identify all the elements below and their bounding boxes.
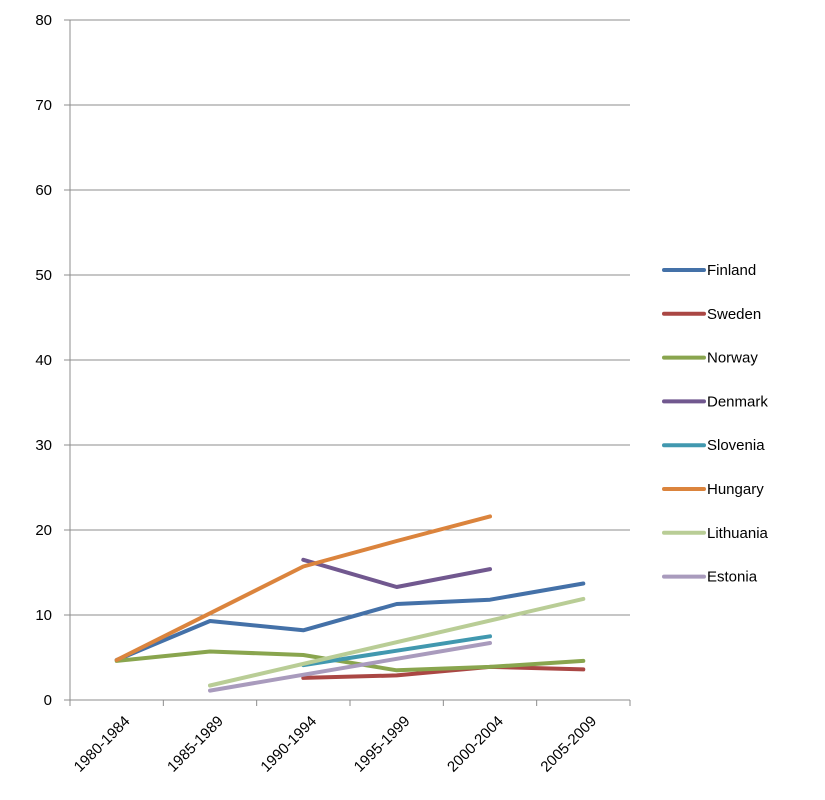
x-tick-label: 2005-2009	[537, 713, 600, 776]
y-tick-label: 50	[35, 267, 52, 284]
gridlines	[70, 19, 630, 616]
legend-label-slovenia: Slovenia	[707, 437, 765, 454]
series-line-estonia	[208, 641, 492, 693]
legend-label-finland: Finland	[707, 262, 756, 279]
x-tick-label: 1985-1989	[164, 713, 227, 776]
legend-label-sweden: Sweden	[707, 306, 761, 323]
series-line-slovenia	[301, 634, 492, 668]
x-tick-label: 1995-1999	[351, 713, 414, 776]
y-tick-label: 30	[35, 437, 52, 454]
legend: Finland Sweden Norway Denmark Slovenia Hungar…	[662, 262, 769, 586]
x-tick-label: 2000-2004	[444, 713, 507, 776]
y-tick-label: 0	[44, 692, 52, 709]
series-line-hungary	[114, 514, 492, 662]
x-tick-label: 1980-1984	[71, 713, 134, 776]
series-line-finland	[114, 581, 586, 662]
y-tick-label: 40	[35, 352, 52, 369]
legend-label-denmark: Denmark	[707, 393, 768, 410]
x-axis-ticks: 1980-1984 1985-1989 1990-1994 1995-1999 2000…	[69, 700, 631, 776]
x-tick-label: 1990-1994	[257, 713, 320, 776]
y-tick-label: 60	[35, 182, 52, 199]
y-tick-label: 80	[35, 12, 52, 29]
series-line-denmark	[301, 557, 492, 589]
series-line-norway	[114, 649, 586, 673]
series-lines	[114, 514, 586, 693]
series-line-sweden	[301, 664, 586, 680]
legend-label-norway: Norway	[707, 350, 758, 367]
y-axis-ticks: 0 10 20 30 40 50 60 70 80	[35, 12, 70, 709]
legend-label-lithuania: Lithuania	[707, 525, 769, 542]
series-line-lithuania	[208, 596, 586, 688]
legend-label-hungary: Hungary	[707, 481, 764, 498]
y-tick-label: 10	[35, 607, 52, 624]
legend-label-estonia: Estonia	[707, 569, 758, 586]
y-tick-label: 70	[35, 97, 52, 114]
y-tick-label: 20	[35, 522, 52, 539]
